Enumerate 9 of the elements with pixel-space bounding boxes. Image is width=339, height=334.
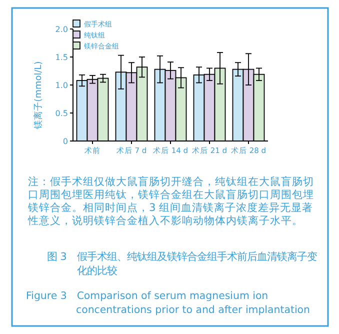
caption: 图 3 假手术组、纯钛组及镁锌合金组手术前后血清镁离子变化的比较: [47, 250, 317, 278]
text: 注：假手术组仅做大鼠盲肠切开缝合，纯钛组在大鼠盲肠切口周围包埋医用纯钛，镁锌合金组在大鼠盲肠切口周围包埋镁锌合金。相同时间点，3 组间血清镁离子浓度差异无显著性意义，说明镁锌合金植入不影响动物体内镁离子水平。: [28, 176, 314, 228]
y-tick-label: 0.5: [55, 109, 68, 118]
caption: Figure 3 Comparison of serum magnesium ion concentrations prior to and after implantation: [26, 290, 311, 318]
y-tick-label: 2.0: [55, 25, 68, 34]
y-tick-label: 0: [62, 137, 68, 146]
y-axis-title: 镁离子(mmol/L): [33, 61, 44, 130]
y-tick-label: 1.5: [55, 53, 68, 62]
y-tick-label: 1.0: [55, 81, 68, 90]
